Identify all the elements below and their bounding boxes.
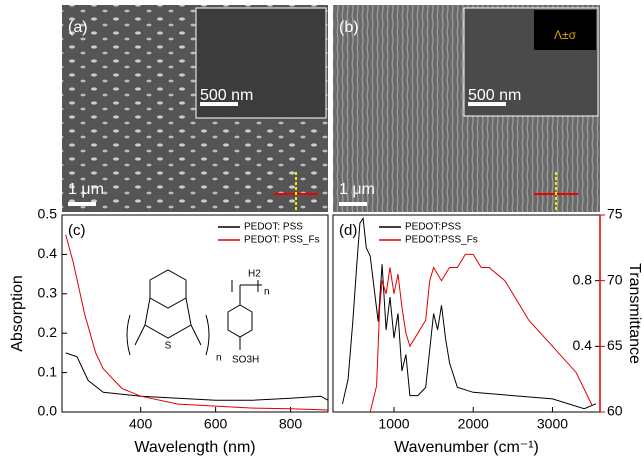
y2-tick-label: 70: [607, 271, 623, 287]
x-axis-title: Wavelength (nm): [134, 439, 255, 456]
y-tick-label: 0.3: [38, 285, 58, 301]
panel-label: (c): [68, 222, 86, 239]
scale-bar-label: 1 μm: [339, 181, 375, 198]
scale-bar-label: 500 nm: [468, 87, 521, 104]
y-tick-label: 0.4: [38, 245, 58, 261]
structure-label: SO3H: [232, 355, 259, 366]
structure-label: n: [216, 353, 222, 364]
x-tick-label: 400: [129, 416, 153, 432]
y2-tick-label: 65: [607, 337, 623, 353]
y-tick-label: 0.1: [38, 363, 58, 379]
series-line: [370, 254, 592, 412]
x-tick-label: 3000: [537, 416, 568, 432]
scale-bar-label: 500 nm: [200, 87, 253, 104]
y-tick-label: 0.0: [38, 403, 58, 419]
legend-label: PEDOT: PSS_Fs: [244, 235, 320, 246]
y-axis-title: Absorption: [9, 275, 26, 352]
y-tick-label: 0.8: [573, 271, 593, 287]
sem-panel-a: (a) 500 nm 1 μm: [62, 5, 328, 212]
legend-label: PEDOT:PSS: [405, 222, 461, 233]
x-tick-label: 600: [204, 416, 228, 432]
structure-label: H2: [248, 269, 261, 280]
legend-label: PEDOT: PSS: [244, 222, 303, 233]
structure-label: S: [165, 341, 172, 352]
y2-tick-label: 60: [607, 403, 623, 419]
y-tick-label: 0.4: [573, 337, 593, 353]
series-line: [343, 218, 597, 408]
x-axis-title: Wavenumber (cm⁻¹): [394, 439, 539, 456]
panel-label: (b): [339, 19, 359, 36]
y2-tick-label: 75: [607, 206, 623, 222]
series-line: [66, 353, 328, 400]
panel-label: (a): [68, 19, 88, 36]
panel-label: (d): [339, 222, 357, 239]
inset-symbol: Λ±σ: [554, 28, 577, 42]
chemical-structure: [127, 270, 262, 355]
series-line: [66, 235, 328, 410]
scale-bar-label: 1 μm: [68, 181, 104, 198]
structure-label: n: [264, 287, 270, 298]
y2-axis-title: Transmittance: [626, 263, 643, 364]
sem-panel-b: Λ±σ (b) 500 nm 1 μm: [333, 5, 600, 212]
figure: (a) 500 nm 1 μm Λ±σ (b) 500 nm 1 μm S n …: [0, 0, 644, 458]
legend-label: PEDOT:PSS_Fs: [405, 235, 478, 246]
x-tick-label: 1000: [378, 416, 409, 432]
y-tick-label: 0.5: [38, 206, 58, 222]
x-tick-label: 800: [279, 416, 303, 432]
x-tick-label: 2000: [458, 416, 489, 432]
y-tick-label: 0.2: [38, 324, 58, 340]
